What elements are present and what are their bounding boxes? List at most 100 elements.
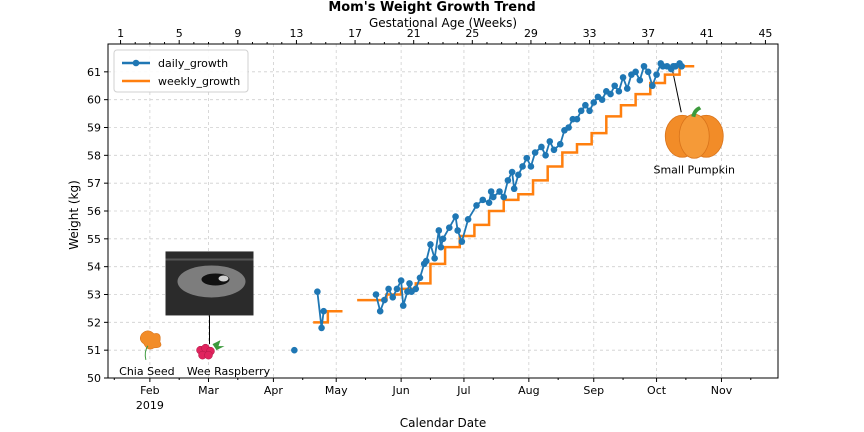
daily-growth-point [598,96,606,103]
daily-growth-point [615,88,623,95]
daily-growth-point [546,138,554,145]
top-tick-label: 29 [524,27,538,40]
daily-growth-point [381,296,388,304]
top-tick-label: 33 [583,27,597,40]
top-axis-label: Gestational Age (Weeks) [369,16,517,30]
legend-label-weekly: weekly_growth [158,75,240,88]
daily-growth-point [582,101,589,109]
daily-growth-point [496,188,503,195]
annotations: Chia Seed Wee Raspberry Small Pumpkin [119,68,735,378]
annotation-label: Chia Seed [119,365,174,378]
annotation-arrow [671,68,682,113]
daily-growth-point [291,346,298,354]
top-tick-label: 17 [348,27,362,40]
daily-growth-point [653,71,660,78]
x-tick-label: Aug [518,384,539,397]
daily-growth-point [376,307,384,315]
daily-growth-point [649,82,656,90]
daily-growth-point [452,213,459,220]
daily-growth-point [487,188,495,195]
top-tick-label: 1 [117,27,124,40]
daily-growth-point [510,185,518,193]
top-tick-label: 25 [465,27,479,40]
daily-growth-point [515,171,522,179]
daily-growth-point [577,107,585,115]
pumpkin-icon [678,113,710,159]
daily-growth-point [542,152,549,159]
daily-growth-point [619,74,627,81]
daily-growth-point [431,255,438,262]
legend: daily_growth weekly_growth [113,49,249,93]
top-tick-label: 41 [700,27,714,40]
daily-growth-point [527,163,535,170]
annotation-pumpkin: Small Pumpkin [653,68,735,176]
x-tick-label: Feb [140,384,159,397]
daily-growth-point [393,285,401,293]
x-tick-label: Mar [198,384,219,397]
annotation-raspberry: Wee Raspberry [187,340,271,378]
daily-growth-point [632,68,639,76]
top-tick-label: 45 [758,27,772,40]
daily-growth-point [550,146,558,154]
annotation-seed: Chia Seed [119,330,175,378]
y-tick-label: 56 [87,205,101,218]
weekly-growth-line [313,309,343,324]
raspberry-icon [204,350,213,360]
daily-growth-point [389,293,397,301]
top-tick-label: 9 [234,27,241,40]
daily-growth-point [519,163,526,170]
daily-growth-series [291,60,685,354]
daily-growth-point [397,277,405,284]
y-tick-label: 61 [87,66,101,79]
pumpkin-stem-icon [691,106,702,118]
daily-growth-point [454,227,461,234]
daily-growth-point [607,90,614,98]
daily-growth-point [644,68,652,76]
y-tick-label: 50 [87,372,101,385]
y-tick-label: 52 [87,316,101,329]
top-tick-label: 5 [176,27,183,40]
daily-growth-point [590,99,598,106]
daily-growth-point [439,235,447,243]
sprout-icon [144,345,149,360]
daily-growth-point [385,285,392,293]
weekly-growth-line [357,65,695,302]
daily-growth-point [556,140,564,148]
daily-growth-point [314,288,321,296]
daily-growth-point [500,193,508,201]
x-tick-label: Jun [392,384,410,397]
daily-growth-point [531,149,539,156]
annotation-label: Wee Raspberry [187,365,271,378]
daily-growth-point [489,193,497,201]
daily-growth-point [464,216,472,223]
x-tick-label: Oct [647,384,667,397]
daily-growth-point [437,243,445,251]
daily-growth-point [586,107,593,115]
daily-growth-point [565,124,572,131]
x-tick-label: Nov [711,384,733,397]
chia-seed-icon [139,330,162,350]
y-axis-label: Weight (kg) [67,180,81,250]
daily-growth-point [538,143,545,151]
legend-label-daily: daily_growth [158,57,228,70]
legend-marker-daily [132,59,140,67]
y-tick-label: 57 [87,177,101,190]
y-tick-label: 54 [87,261,101,274]
x-tick-label: May [325,384,348,397]
x-tick-label: Jul [456,384,470,397]
daily-growth-line [375,61,683,315]
annotation-label: Small Pumpkin [653,163,735,176]
daily-growth-point [473,202,480,209]
y-tick-label: 55 [87,233,101,246]
top-tick-label: 21 [407,27,421,40]
daily-growth-point [399,302,407,309]
daily-growth-point [678,62,685,70]
daily-growth-point [508,168,516,176]
x-tick-sublabel: 2019 [136,399,164,412]
daily-growth-point [636,76,644,84]
top-tick-label: 13 [289,27,303,40]
daily-growth-point [372,291,380,298]
daily-growth-point [611,82,618,90]
